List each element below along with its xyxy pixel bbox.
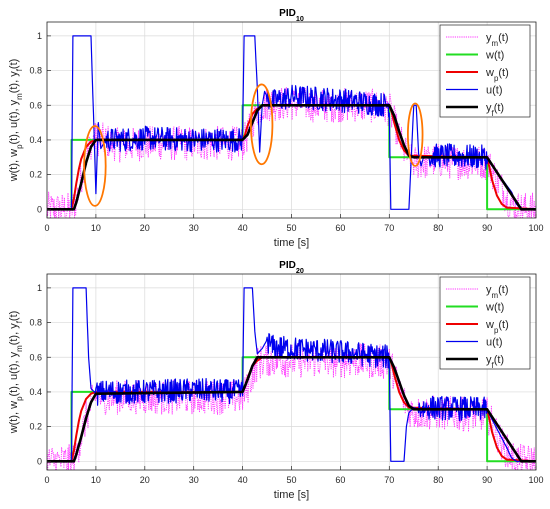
y-tick-label: 0.4: [29, 135, 42, 145]
x-tick-label: 60: [335, 475, 345, 485]
y-tick-label: 0: [37, 456, 42, 466]
highlight-ellipse-2: [250, 83, 274, 166]
legend: ym(t) w(t) wp(t) u(t) yf(t): [439, 276, 531, 370]
chart-panel-2: 0 10 20 30 40 50 60 70 80 90 100 0 0.2 0.4 0.6 0.8 1 PID2…: [8, 260, 544, 501]
x-tick-label: 100: [528, 475, 543, 485]
x-tick-label: 10: [91, 475, 101, 485]
chart-title-subscript: 10: [296, 14, 304, 23]
highlight-ellipse-1: [83, 125, 107, 207]
y-tick-label: 0.8: [29, 66, 42, 76]
x-tick-label: 90: [482, 475, 492, 485]
y-tick-label: 0.4: [29, 387, 42, 397]
series-line-4: [47, 287, 536, 462]
y-tick-label: 1: [37, 31, 42, 41]
x-tick-label: 40: [238, 475, 248, 485]
y-tick-label: 0.2: [29, 422, 42, 432]
y-axis-label-subscript: m: [15, 345, 24, 352]
y-tick-label: 0.6: [29, 100, 42, 110]
x-tick-label: 70: [384, 223, 394, 233]
series-line-3: [47, 356, 536, 463]
x-tick-label: 60: [335, 223, 345, 233]
series-line-4: [47, 35, 536, 210]
series-line-5: [47, 356, 536, 463]
legend-entry: wp(t): [485, 319, 509, 335]
y-axis-label-subscript: m: [15, 93, 24, 100]
legend-entry-subscript: m: [492, 291, 499, 300]
legend-entry: yf(t): [486, 102, 504, 118]
x-tick-label: 40: [238, 223, 248, 233]
legend-entry: wp(t): [485, 67, 509, 83]
x-axis-label: time [s]: [274, 489, 309, 501]
legend-entry: ym(t): [486, 32, 508, 48]
x-tick-label: 10: [91, 223, 101, 233]
y-tick-label: 1: [37, 283, 42, 293]
chart-title-subscript: 20: [296, 266, 304, 275]
x-tick-label: 20: [140, 475, 150, 485]
y-tick-label: 0.6: [29, 352, 42, 362]
legend-entry: u(t): [486, 337, 503, 349]
chart-title: PID10: [279, 8, 304, 23]
x-tick-label: 80: [433, 475, 443, 485]
plot-lines: [47, 35, 536, 218]
y-axis-label-subscript: f: [15, 320, 24, 323]
chart-panel-1: 0 10 20 30 40 50 60 70 80 90 100 0 0.2 0.4 0.6 0.8 1 PID1…: [8, 8, 544, 249]
x-tick-label: 50: [286, 223, 296, 233]
x-tick-label: 80: [433, 223, 443, 233]
x-tick-label: 0: [44, 223, 49, 233]
x-tick-label: 90: [482, 223, 492, 233]
legend: ym(t) w(t) wp(t) u(t) yf(t): [439, 24, 531, 118]
x-tick-label: 70: [384, 475, 394, 485]
x-tick-label: 0: [44, 475, 49, 485]
y-tick-label: 0: [37, 204, 42, 214]
y-tick-label: 0.2: [29, 170, 42, 180]
y-tick-label: 0.8: [29, 318, 42, 328]
chart-title: PID20: [279, 260, 304, 275]
highlight-ellipse-3: [406, 102, 424, 167]
x-tick-label: 30: [189, 223, 199, 233]
y-axis-label: w(t), wp(t), u(t), ym(t), yf(t): [8, 59, 24, 183]
y-axis-label-subscript: p: [15, 144, 24, 149]
x-tick-label: 50: [286, 475, 296, 485]
y-axis-label-subscript: f: [15, 68, 24, 71]
legend-entry: w(t): [485, 302, 504, 314]
legend-entry-subscript: p: [494, 326, 499, 335]
legend-entry-subscript: f: [492, 109, 495, 118]
legend-entry-subscript: m: [492, 39, 499, 48]
y-axis-label: w(t), wp(t), u(t), ym(t), yf(t): [8, 311, 24, 435]
series-line-5: [47, 104, 536, 211]
legend-entry: yf(t): [486, 354, 504, 370]
legend-entry: ym(t): [486, 284, 508, 300]
x-tick-label: 20: [140, 223, 150, 233]
legend-entry: u(t): [486, 85, 503, 97]
legend-entry-subscript: f: [492, 361, 495, 370]
x-tick-label: 30: [189, 475, 199, 485]
y-axis-label-subscript: p: [15, 396, 24, 401]
legend-entry: w(t): [485, 50, 504, 62]
x-tick-label: 100: [528, 223, 543, 233]
legend-entry-subscript: p: [494, 74, 499, 83]
x-axis-label: time [s]: [274, 237, 309, 249]
plot-lines: [47, 287, 536, 470]
